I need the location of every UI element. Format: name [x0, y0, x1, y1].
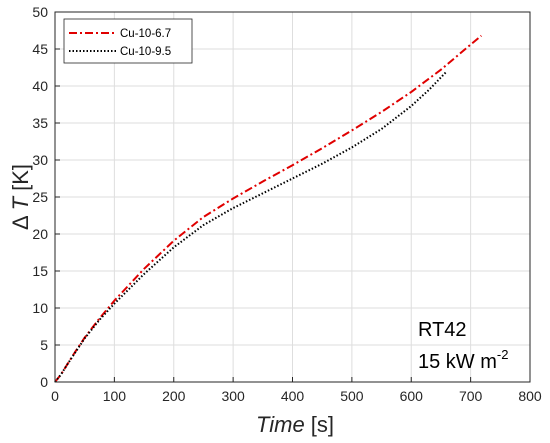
x-tick-label: 500 [340, 388, 364, 404]
annotation-material: RT42 [418, 319, 467, 341]
annotation-flux: 15 kW m-2 [418, 347, 508, 373]
series-line-0 [54, 34, 482, 383]
x-tick-label: 0 [51, 388, 59, 404]
annotation-flux-text: 15 kW m [418, 351, 497, 373]
x-tick-label: 800 [518, 388, 542, 404]
x-tick-label: 300 [221, 388, 245, 404]
legend-box [63, 18, 193, 64]
legend-label-0: Cu-10-6.7 [120, 28, 171, 40]
x-axis-title: Time [s] [256, 412, 334, 437]
y-axis-title-var: T [8, 195, 33, 210]
y-tick-label: 10 [32, 300, 48, 316]
y-axis-title-symbol: Δ [8, 215, 33, 230]
x-tick-label: 700 [459, 388, 483, 404]
ticks: 0 100 200 300 400 500 600 700 800 0 5 10 15 20 25 30 35 4… [32, 4, 541, 404]
y-tick-label: 20 [32, 226, 48, 242]
y-tick-label: 50 [32, 4, 48, 20]
y-tick-label: 35 [32, 115, 48, 131]
x-tick-label: 600 [400, 388, 424, 404]
y-tick-label: 5 [40, 337, 48, 353]
y-tick-label: 0 [40, 374, 48, 390]
annotation-flux-exponent: -2 [497, 347, 509, 362]
y-tick-label: 45 [32, 41, 48, 57]
x-axis-title-main: Time [256, 412, 305, 437]
x-tick-label: 200 [162, 388, 186, 404]
series-line-1 [54, 70, 448, 383]
y-axis-title-unit: [K] [8, 164, 33, 191]
x-tick-label: 400 [281, 388, 305, 404]
y-axis-title: ΔT [K] [8, 164, 33, 230]
legend-label-1: Cu-10-9.5 [120, 46, 171, 58]
series-layer [54, 34, 482, 383]
x-tick-label: 100 [103, 388, 127, 404]
y-tick-label: 30 [32, 152, 48, 168]
x-axis-title-unit: [s] [311, 412, 334, 437]
y-tick-label: 25 [32, 189, 48, 205]
legend: Cu-10-6.7 Cu-10-9.5 [63, 18, 193, 64]
y-tick-label: 40 [32, 78, 48, 94]
y-tick-label: 15 [32, 263, 48, 279]
